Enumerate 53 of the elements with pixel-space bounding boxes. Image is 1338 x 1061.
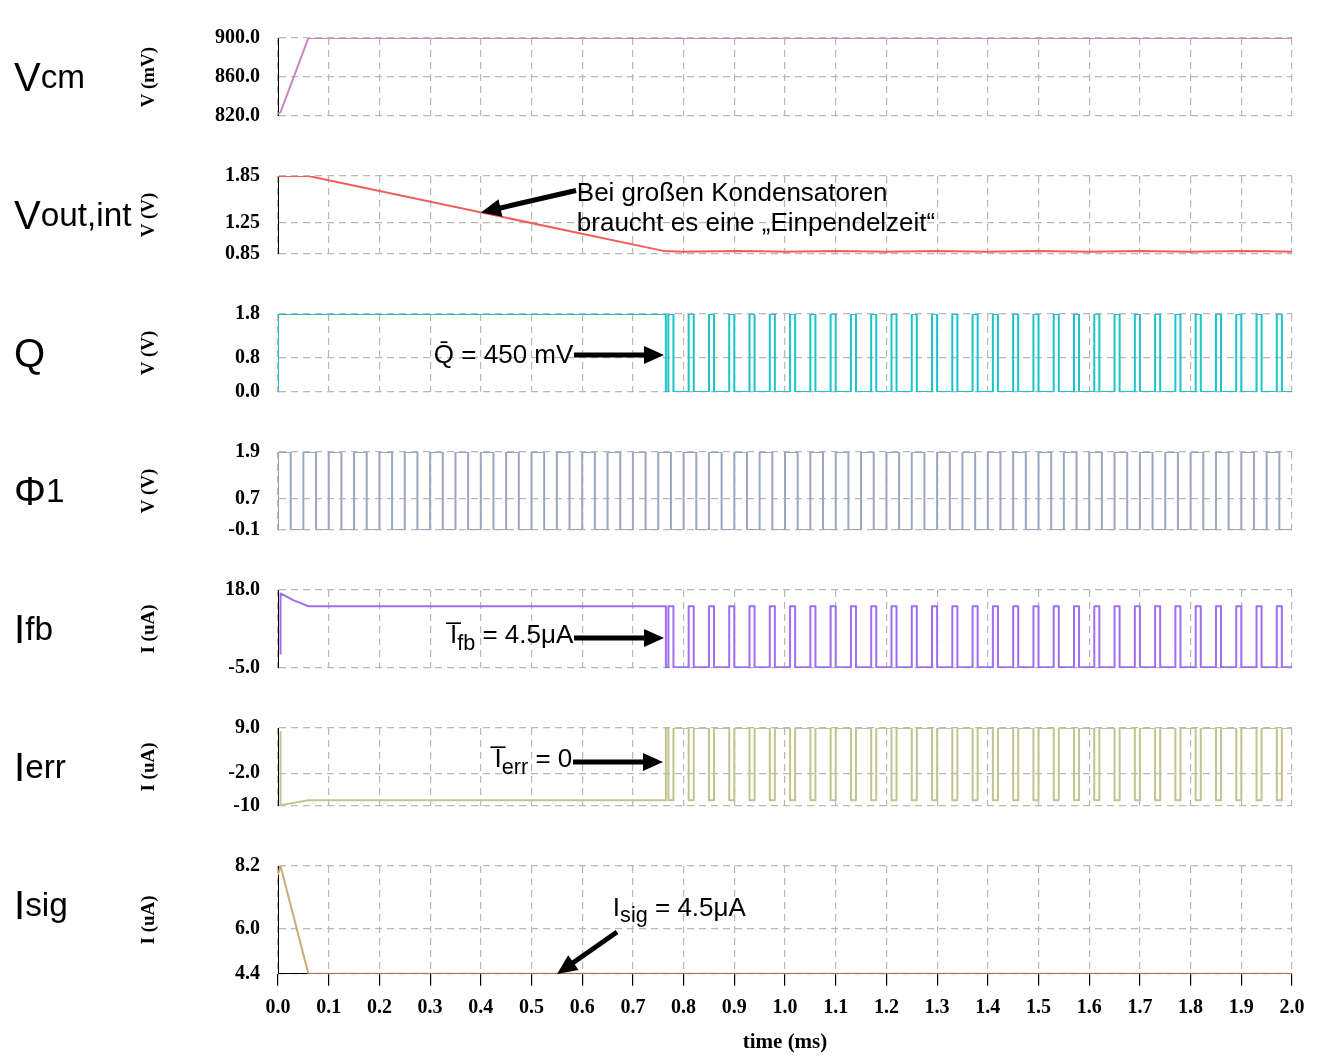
y-tick-label: 1.8 [235, 301, 260, 324]
x-tick-label: 0.3 [417, 994, 443, 1017]
y-tick-label: 820.0 [215, 103, 260, 126]
y-axis-title: V (V) [137, 330, 160, 376]
x-tick-label: 1.5 [1026, 994, 1051, 1017]
y-axis-title: V (mV) [137, 46, 160, 108]
x-tick-label: 0.6 [569, 994, 595, 1017]
x-tick-label: 0.4 [468, 994, 494, 1017]
annotation: Q̄ = 450 mV [433, 338, 574, 370]
y-tick-label: 1.25 [225, 209, 260, 232]
y-axis-title: I (uA) [137, 895, 160, 945]
y-tick-label: 0.85 [225, 241, 260, 264]
y-tick-label: 0.0 [235, 379, 260, 402]
y-tick-label: 4.4 [235, 960, 260, 983]
x-axis-title: time (ms) [742, 1028, 828, 1053]
y-tick-label: -2.0 [228, 760, 260, 783]
y-tick-label: 900.0 [215, 25, 260, 48]
x-tick-label: 1.8 [1178, 994, 1204, 1017]
y-axis-title: V (V) [137, 192, 160, 238]
x-tick-label: 2.0 [1279, 994, 1305, 1017]
chart-title: Q [13, 329, 47, 377]
x-tick-label: 0.5 [519, 994, 544, 1017]
annotation: Bei großen Kondensatoren braucht es eine „Einpendelzeit“ [576, 177, 936, 238]
y-tick-label: -0.1 [228, 517, 260, 540]
x-tick-label: 1.4 [975, 994, 1001, 1017]
x-tick-label: 1.0 [772, 994, 798, 1017]
x-tick-label: 0.7 [620, 994, 646, 1017]
y-tick-label: 1.85 [225, 163, 260, 186]
y-tick-label: 0.7 [235, 485, 260, 508]
y-axis-title: I (uA) [137, 742, 160, 792]
x-tick-label: 1.3 [924, 994, 950, 1017]
x-tick-label: 0.0 [265, 994, 291, 1017]
x-tick-label: 1.2 [873, 994, 899, 1017]
x-tick-label: 0.8 [671, 994, 697, 1017]
x-tick-label: 1.7 [1127, 994, 1153, 1017]
x-tick-label: 0.9 [721, 994, 747, 1017]
y-tick-label: 860.0 [215, 64, 260, 87]
y-tick-label: 1.9 [235, 439, 260, 462]
y-tick-label: 18.0 [225, 577, 260, 600]
x-tick-label: 0.1 [316, 994, 342, 1017]
y-axis-title: I (uA) [137, 604, 160, 654]
x-tick-label: 0.2 [366, 994, 392, 1017]
y-axis-title: V (V) [137, 468, 160, 514]
annotation: I$_{sig}$ = 4.5μA [612, 891, 746, 928]
y-tick-label: 6.0 [235, 915, 260, 938]
y-tick-label: 9.0 [235, 715, 260, 738]
y-tick-label: -5.0 [228, 655, 260, 678]
x-tick-label: 1.9 [1228, 994, 1254, 1017]
x-tick-label: 1.1 [823, 994, 849, 1017]
x-tick-label: 1.6 [1076, 994, 1102, 1017]
y-tick-label: 8.2 [235, 853, 260, 876]
y-tick-label: 0.8 [235, 344, 260, 367]
y-tick-label: -10 [233, 793, 260, 816]
